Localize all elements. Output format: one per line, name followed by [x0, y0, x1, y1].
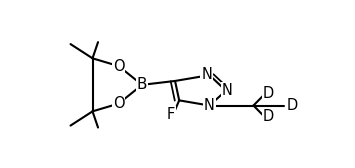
Text: B: B — [137, 77, 147, 92]
Text: D: D — [263, 109, 274, 124]
Text: O: O — [113, 96, 125, 111]
Text: D: D — [286, 98, 297, 113]
Text: F: F — [167, 107, 175, 122]
Text: N: N — [201, 67, 212, 82]
Text: D: D — [263, 86, 274, 101]
Text: N: N — [222, 83, 233, 98]
Text: O: O — [113, 59, 125, 74]
Text: N: N — [204, 98, 215, 113]
